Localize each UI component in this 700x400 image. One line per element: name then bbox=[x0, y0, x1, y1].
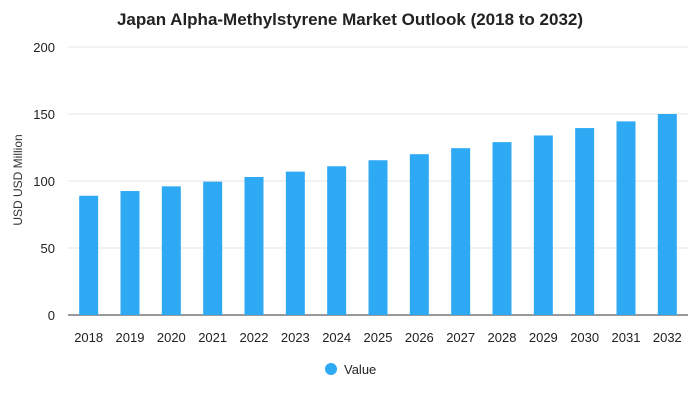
bar-2021[interactable] bbox=[203, 181, 223, 315]
legend-marker-value[interactable] bbox=[325, 363, 337, 375]
bar-2030[interactable] bbox=[575, 128, 595, 315]
x-tick-label: 2018 bbox=[74, 330, 103, 345]
bar-2029[interactable] bbox=[533, 135, 553, 315]
bar-2023[interactable] bbox=[285, 171, 305, 315]
y-axis-label: USD USD Million bbox=[11, 134, 25, 225]
bar-2022[interactable] bbox=[244, 176, 264, 315]
x-tick-label: 2032 bbox=[653, 330, 682, 345]
x-tick-label: 2030 bbox=[570, 330, 599, 345]
x-tick-label: 2024 bbox=[322, 330, 351, 345]
x-tick-label: 2022 bbox=[240, 330, 269, 345]
x-ticks: 2018 2019 2020 2021 2022 2023 2024 2025 2026 2027… bbox=[74, 330, 682, 345]
bar-2019[interactable] bbox=[120, 191, 140, 315]
bar-2020[interactable] bbox=[161, 186, 181, 315]
bar-2025[interactable] bbox=[368, 160, 388, 315]
y-tick-label: 50 bbox=[41, 241, 55, 256]
legend[interactable]: Value bbox=[325, 362, 376, 377]
x-tick-label: 2021 bbox=[198, 330, 227, 345]
legend-label-value[interactable]: Value bbox=[344, 362, 376, 377]
bar-2024[interactable] bbox=[327, 166, 347, 315]
x-tick-label: 2026 bbox=[405, 330, 434, 345]
x-tick-label: 2019 bbox=[116, 330, 145, 345]
y-tick-label: 0 bbox=[48, 308, 55, 323]
x-tick-label: 2023 bbox=[281, 330, 310, 345]
y-ticks: 0 50 100 150 200 bbox=[33, 40, 55, 323]
y-tick-label: 200 bbox=[33, 40, 55, 55]
bar-2018[interactable] bbox=[79, 195, 99, 315]
x-tick-label: 2028 bbox=[488, 330, 517, 345]
bar-2028[interactable] bbox=[492, 142, 512, 315]
x-tick-label: 2025 bbox=[364, 330, 393, 345]
bar-2026[interactable] bbox=[409, 154, 429, 315]
x-tick-label: 2020 bbox=[157, 330, 186, 345]
bars bbox=[79, 114, 677, 316]
bar-2032[interactable] bbox=[657, 114, 677, 315]
x-tick-label: 2029 bbox=[529, 330, 558, 345]
y-tick-label: 150 bbox=[33, 107, 55, 122]
x-tick-label: 2027 bbox=[446, 330, 475, 345]
bar-2027[interactable] bbox=[451, 148, 471, 315]
y-tick-label: 100 bbox=[33, 174, 55, 189]
bar-2031[interactable] bbox=[616, 121, 636, 316]
chart-title: Japan Alpha-Methylstyrene Market Outlook… bbox=[117, 10, 583, 29]
x-tick-label: 2031 bbox=[612, 330, 641, 345]
